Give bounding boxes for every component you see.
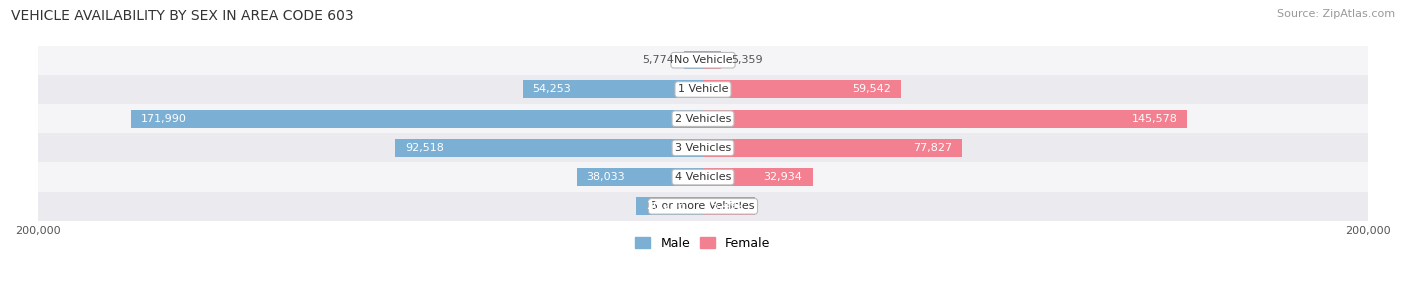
Text: 15,492: 15,492 xyxy=(706,201,745,211)
Text: 38,033: 38,033 xyxy=(586,172,626,182)
Text: 92,518: 92,518 xyxy=(405,143,444,153)
Text: 59,542: 59,542 xyxy=(852,84,891,95)
Text: 5,774: 5,774 xyxy=(643,55,673,65)
Bar xyxy=(131,110,703,128)
Text: 1 Vehicle: 1 Vehicle xyxy=(678,84,728,95)
Text: 145,578: 145,578 xyxy=(1132,114,1177,124)
Text: 5 or more Vehicles: 5 or more Vehicles xyxy=(651,201,755,211)
Legend: Male, Female: Male, Female xyxy=(631,233,775,253)
Text: 4 Vehicles: 4 Vehicles xyxy=(675,172,731,182)
Text: Source: ZipAtlas.com: Source: ZipAtlas.com xyxy=(1277,9,1395,19)
Bar xyxy=(395,139,703,157)
Text: 20,236: 20,236 xyxy=(645,201,685,211)
Bar xyxy=(703,197,755,215)
Bar xyxy=(703,80,901,99)
Bar xyxy=(703,168,813,186)
Bar xyxy=(523,80,703,99)
Bar xyxy=(38,162,1368,192)
Bar xyxy=(38,75,1368,104)
Text: 171,990: 171,990 xyxy=(141,114,187,124)
Bar xyxy=(38,104,1368,133)
Bar xyxy=(636,197,703,215)
Text: 3 Vehicles: 3 Vehicles xyxy=(675,143,731,153)
Text: No Vehicle: No Vehicle xyxy=(673,55,733,65)
Bar xyxy=(683,51,703,69)
Bar xyxy=(38,192,1368,221)
Text: 77,827: 77,827 xyxy=(912,143,952,153)
Bar xyxy=(576,168,703,186)
Bar xyxy=(703,139,962,157)
Text: 32,934: 32,934 xyxy=(763,172,803,182)
Bar xyxy=(703,51,721,69)
Text: 54,253: 54,253 xyxy=(533,84,571,95)
Text: 2 Vehicles: 2 Vehicles xyxy=(675,114,731,124)
Bar xyxy=(38,133,1368,162)
Text: VEHICLE AVAILABILITY BY SEX IN AREA CODE 603: VEHICLE AVAILABILITY BY SEX IN AREA CODE… xyxy=(11,9,354,23)
Bar xyxy=(38,46,1368,75)
Text: 5,359: 5,359 xyxy=(731,55,762,65)
Bar xyxy=(703,110,1187,128)
